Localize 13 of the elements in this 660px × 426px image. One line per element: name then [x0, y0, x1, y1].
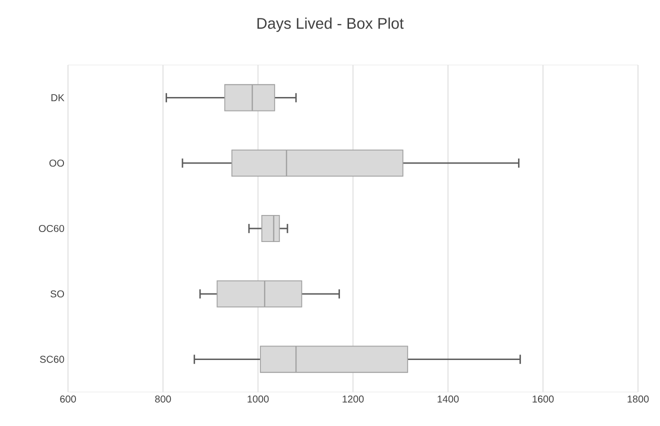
x-tick-label: 800: [155, 396, 171, 403]
x-tick-label: 1600: [532, 396, 554, 403]
x-tick-label: 600: [60, 396, 76, 403]
y-tick-label: OC60: [38, 224, 64, 232]
x-tick-label: 1800: [628, 396, 649, 403]
chart-title: Days Lived - Box Plot: [257, 18, 404, 32]
y-tick-label: DK: [51, 94, 64, 102]
y-tick-label: SO: [50, 290, 64, 298]
y-tick-label: SC60: [40, 356, 64, 363]
x-tick-label: 1000: [248, 396, 269, 403]
y-tick-label: OO: [49, 160, 64, 167]
x-tick-label: 1400: [438, 396, 459, 403]
x-tick-label: 1200: [342, 396, 364, 403]
